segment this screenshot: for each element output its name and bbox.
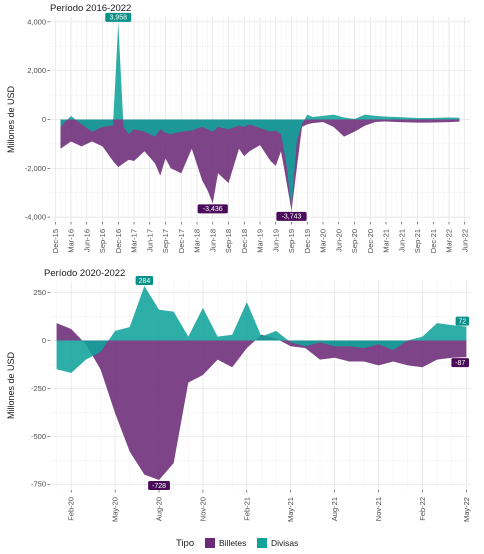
- data-label-text: -728: [152, 483, 166, 490]
- x-tick-label: Jun-18: [208, 229, 217, 252]
- y-tick-label: -250: [31, 384, 46, 393]
- x-tick-label: Dec-16: [114, 229, 123, 253]
- x-tick-label: Dec-21: [429, 229, 438, 253]
- x-tick-label: Mar-22: [445, 229, 454, 253]
- panel-title: Período 2016-2022: [50, 3, 131, 14]
- x-tick-label: Feb-22: [418, 497, 427, 521]
- data-label-text: 72: [458, 318, 466, 325]
- x-tick-label: Dec-15: [51, 229, 60, 253]
- y-tick-label: 250: [33, 288, 46, 297]
- x-tick-label: Mar-20: [319, 229, 328, 253]
- data-label: -3,436: [197, 204, 228, 214]
- legend: Tipo Billetes Divisas: [176, 538, 298, 549]
- x-tick-label: Mar-18: [193, 229, 202, 253]
- chart-panel-2016-2022: Período 2016-2022 4,000 2,000 0 -2,000 -4,000…: [6, 3, 471, 253]
- x-tick-label: Jun-20: [334, 229, 343, 252]
- data-label: -87: [451, 358, 469, 368]
- data-label-text: -3,743: [282, 214, 302, 221]
- data-label-box: [148, 481, 170, 491]
- x-tick-label: Jun-21: [397, 229, 406, 252]
- data-label-box: [276, 211, 307, 221]
- y-tick-label: 4,000: [27, 17, 46, 26]
- area-series-divisas: [56, 285, 467, 374]
- legend-label-divisas: Divisas: [271, 538, 298, 548]
- y-tick-label: -750: [31, 480, 46, 489]
- y-tick-label: -2,000: [25, 164, 46, 173]
- x-tick-label: Sep-18: [224, 229, 233, 253]
- data-label-box: [197, 204, 228, 214]
- legend-swatch-divisas: [257, 538, 267, 548]
- y-tick-label: 0: [42, 336, 46, 345]
- x-tick-label: Aug-20: [155, 497, 164, 521]
- x-tick-label: Dec-18: [240, 229, 249, 253]
- x-tick-label: Mar-16: [67, 229, 76, 253]
- x-tick-label: Sep-19: [287, 229, 296, 253]
- x-tick-label: Jun-17: [145, 229, 154, 252]
- x-tick-label: Jun-22: [460, 229, 469, 252]
- chart-panel-2020-2022: Período 2020-2022 250 0 -250 -500 -750 Millone…: [6, 268, 471, 522]
- y-tick-label: -500: [31, 432, 46, 441]
- data-label-box: [455, 316, 469, 326]
- data-label-text: -87: [455, 360, 465, 367]
- data-label: -728: [148, 481, 170, 491]
- x-tick-label: Sep-16: [98, 229, 107, 253]
- data-label-box: [135, 275, 154, 285]
- x-tick-label: May-22: [462, 497, 471, 522]
- x-tick-label: Sep-20: [350, 229, 359, 253]
- x-tick-label: Dec-19: [303, 229, 312, 253]
- x-tick-label: Sep-21: [413, 229, 422, 253]
- x-tick-label: Nov-21: [374, 497, 383, 521]
- x-tick-label: Dec-17: [177, 229, 186, 253]
- area-series-billetes: [56, 323, 467, 481]
- data-label: 72: [455, 316, 469, 326]
- legend-swatch-billetes: [205, 538, 215, 548]
- x-tick-label: Aug-21: [330, 497, 339, 521]
- x-tick-label: Sep-17: [161, 229, 170, 253]
- y-tick-label: 0: [42, 115, 46, 124]
- data-label: -3,743: [276, 211, 307, 221]
- y-axis-title: Millones de USD: [6, 351, 16, 419]
- data-label-text: -3,436: [203, 206, 223, 213]
- area-series-billetes: [60, 119, 460, 211]
- legend-title: Tipo: [176, 538, 194, 549]
- data-label-box: [451, 358, 469, 368]
- x-tick-label: Feb-21: [242, 497, 251, 521]
- x-tick-label: Mar-17: [130, 229, 139, 253]
- x-tick-label: Nov-20: [198, 497, 207, 521]
- data-label-text: 3,958: [109, 15, 127, 22]
- x-tick-label: Mar-21: [382, 229, 391, 253]
- x-tick-label: May-21: [286, 497, 295, 522]
- data-label-text: 284: [139, 278, 151, 285]
- data-label-box: [105, 12, 132, 22]
- legend-label-billetes: Billetes: [219, 538, 246, 548]
- y-tick-label: 2,000: [27, 66, 46, 75]
- x-tick-label: Jun-16: [82, 229, 91, 252]
- y-tick-label: -4,000: [25, 213, 46, 222]
- data-label: 284: [135, 275, 154, 285]
- data-label: 3,958: [105, 12, 132, 22]
- y-axis-title: Millones de USD: [6, 85, 16, 153]
- x-tick-label: Feb-20: [67, 497, 76, 521]
- panel-title: Período 2020-2022: [44, 268, 125, 279]
- x-tick-label: Mar-19: [256, 229, 265, 253]
- x-tick-label: Jun-19: [271, 229, 280, 252]
- x-tick-label: Dec-20: [366, 229, 375, 253]
- x-tick-label: May-20: [111, 497, 120, 522]
